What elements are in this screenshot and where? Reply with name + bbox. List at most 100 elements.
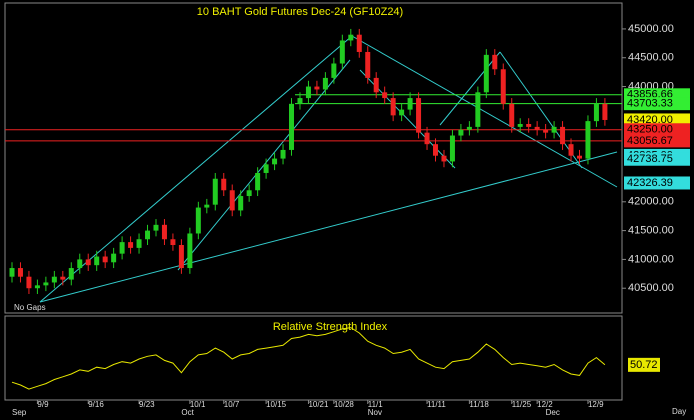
candle-body xyxy=(119,242,125,254)
candle-body xyxy=(373,77,379,93)
level-box xyxy=(624,176,690,190)
x-tick-label: 10/7 xyxy=(224,400,240,409)
level-label: 43250.00 xyxy=(627,124,673,136)
y-tick-label: 41500.00 xyxy=(628,225,674,237)
candle-body xyxy=(500,69,506,104)
level-label: 43420.00 xyxy=(627,114,673,126)
candle-body xyxy=(602,103,608,120)
candle-body xyxy=(526,124,532,127)
candle-body xyxy=(433,144,438,156)
candle-body xyxy=(585,121,591,159)
candle-body xyxy=(26,276,32,289)
x-tick-label: 11/18 xyxy=(469,400,489,409)
candle-body xyxy=(407,98,413,110)
candle-body xyxy=(94,256,100,266)
candle-body xyxy=(449,135,455,162)
candle-body xyxy=(178,245,184,269)
x-unit: Day xyxy=(672,407,686,416)
candle-body xyxy=(212,178,218,205)
candle-body xyxy=(195,207,201,234)
candle-body xyxy=(43,282,49,286)
month-label: Nov xyxy=(368,408,382,417)
rsi-title: Relative Strength Index xyxy=(273,321,388,333)
x-tick-label: 12/9 xyxy=(588,400,604,409)
x-tick-label: 12/2 xyxy=(537,400,553,409)
level-label: 43703.33 xyxy=(627,98,673,110)
candle-body xyxy=(475,92,481,127)
candle-body xyxy=(102,256,108,263)
candle-body xyxy=(517,124,523,127)
level-box xyxy=(624,113,690,127)
candle-body xyxy=(466,126,472,130)
x-tick-label: 10/15 xyxy=(266,400,287,409)
month-label: Sep xyxy=(12,408,27,417)
candle-body xyxy=(331,63,337,78)
candle-body xyxy=(305,86,311,99)
candle-body xyxy=(348,34,354,41)
level-box xyxy=(624,152,690,166)
candle-body xyxy=(416,98,422,133)
candle-body xyxy=(509,103,515,127)
candle-body xyxy=(187,233,193,269)
level-label: 42326.39 xyxy=(627,177,673,189)
x-tick-label: 11/1 xyxy=(368,400,384,409)
candle-body xyxy=(170,239,176,246)
candle-body xyxy=(399,109,405,116)
chart-title: 10 BAHT Gold Futures Dec-24 (GF10Z24) xyxy=(197,6,403,18)
month-label: Dec xyxy=(546,408,560,417)
candle-body xyxy=(356,34,362,52)
rsi-line xyxy=(11,327,606,390)
level-box xyxy=(624,97,690,111)
candle-body xyxy=(111,253,117,263)
x-tick-label: 11/25 xyxy=(512,400,532,409)
candle-body xyxy=(458,129,464,136)
candle-body xyxy=(560,126,566,145)
candle-body xyxy=(543,129,549,133)
candle-body xyxy=(17,268,23,277)
y-tick-label: 45000.00 xyxy=(628,23,674,35)
y-tick-label: 40500.00 xyxy=(628,282,674,294)
candle-body xyxy=(263,164,269,173)
level-box xyxy=(624,123,690,137)
price-panel xyxy=(4,2,623,314)
candle-body xyxy=(153,224,159,231)
candle-body xyxy=(246,190,252,197)
candle-body xyxy=(322,77,328,90)
candle-body xyxy=(60,276,66,280)
y-tick-label: 44500.00 xyxy=(628,52,674,64)
candle-body xyxy=(9,268,15,277)
x-tick-label: 9/16 xyxy=(88,400,104,409)
candle-body xyxy=(34,285,40,289)
candle-body xyxy=(280,149,286,159)
x-tick-label: 10/1 xyxy=(190,400,206,409)
candle-body xyxy=(441,155,447,162)
candle-body xyxy=(483,54,489,93)
candle-body xyxy=(382,92,388,99)
month-label: Oct xyxy=(181,408,194,417)
candle-body xyxy=(77,259,83,269)
level-label: 42738.75 xyxy=(627,153,673,165)
candle-body xyxy=(68,268,74,280)
candle-body xyxy=(534,126,540,130)
x-tick-label: 10/21 xyxy=(308,400,329,409)
y-tick-label: 42000.00 xyxy=(628,196,674,208)
candle-body xyxy=(390,98,396,116)
candle-body xyxy=(255,172,261,191)
candle-body xyxy=(593,103,599,122)
level-label: 43056.67 xyxy=(627,135,673,147)
y-tick-label: 41000.00 xyxy=(628,253,674,265)
candle-body xyxy=(238,196,244,211)
rsi-panel xyxy=(4,315,623,401)
candle-body xyxy=(424,132,430,145)
level-box xyxy=(624,134,690,148)
candle-body xyxy=(272,158,278,165)
candle-body xyxy=(85,259,91,266)
x-tick-label: 11/11 xyxy=(427,400,446,409)
candle-body xyxy=(145,230,151,240)
candle-body xyxy=(297,98,303,104)
rsi-value-label: 50.72 xyxy=(630,359,658,371)
x-tick-label: 10/28 xyxy=(334,400,355,409)
candle-body xyxy=(339,40,345,64)
candle-body xyxy=(51,276,57,283)
